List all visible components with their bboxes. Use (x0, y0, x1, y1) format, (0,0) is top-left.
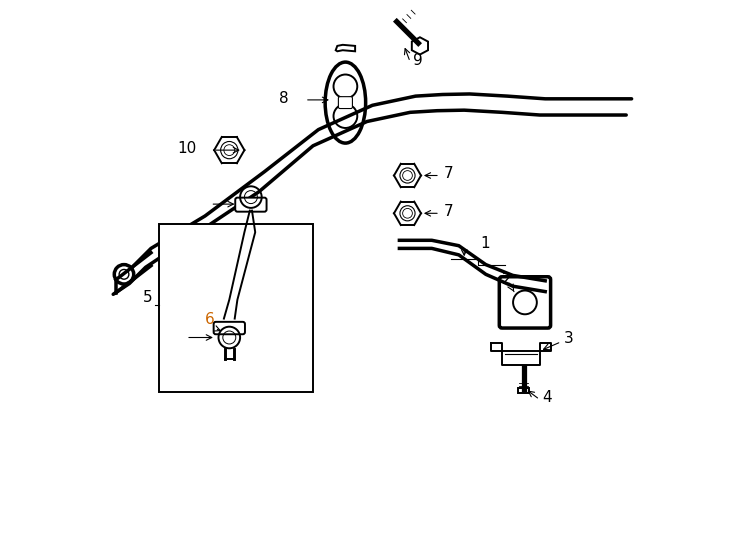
Text: 7: 7 (443, 204, 454, 219)
FancyBboxPatch shape (499, 277, 550, 328)
Text: 7: 7 (443, 166, 454, 181)
Polygon shape (335, 45, 355, 51)
FancyBboxPatch shape (338, 97, 352, 109)
Text: 8: 8 (279, 91, 288, 106)
FancyBboxPatch shape (214, 322, 245, 334)
Ellipse shape (325, 62, 366, 143)
Text: 4: 4 (542, 390, 552, 406)
Polygon shape (412, 37, 428, 55)
Text: 6: 6 (205, 312, 215, 327)
Text: 3: 3 (543, 331, 574, 350)
Text: 1: 1 (480, 237, 490, 252)
Text: 5: 5 (143, 291, 153, 306)
Text: 2: 2 (502, 272, 514, 292)
Bar (518, 388, 529, 393)
Text: 10: 10 (178, 141, 197, 156)
Text: 9: 9 (413, 53, 423, 68)
FancyBboxPatch shape (235, 198, 266, 212)
Bar (159, 224, 313, 392)
